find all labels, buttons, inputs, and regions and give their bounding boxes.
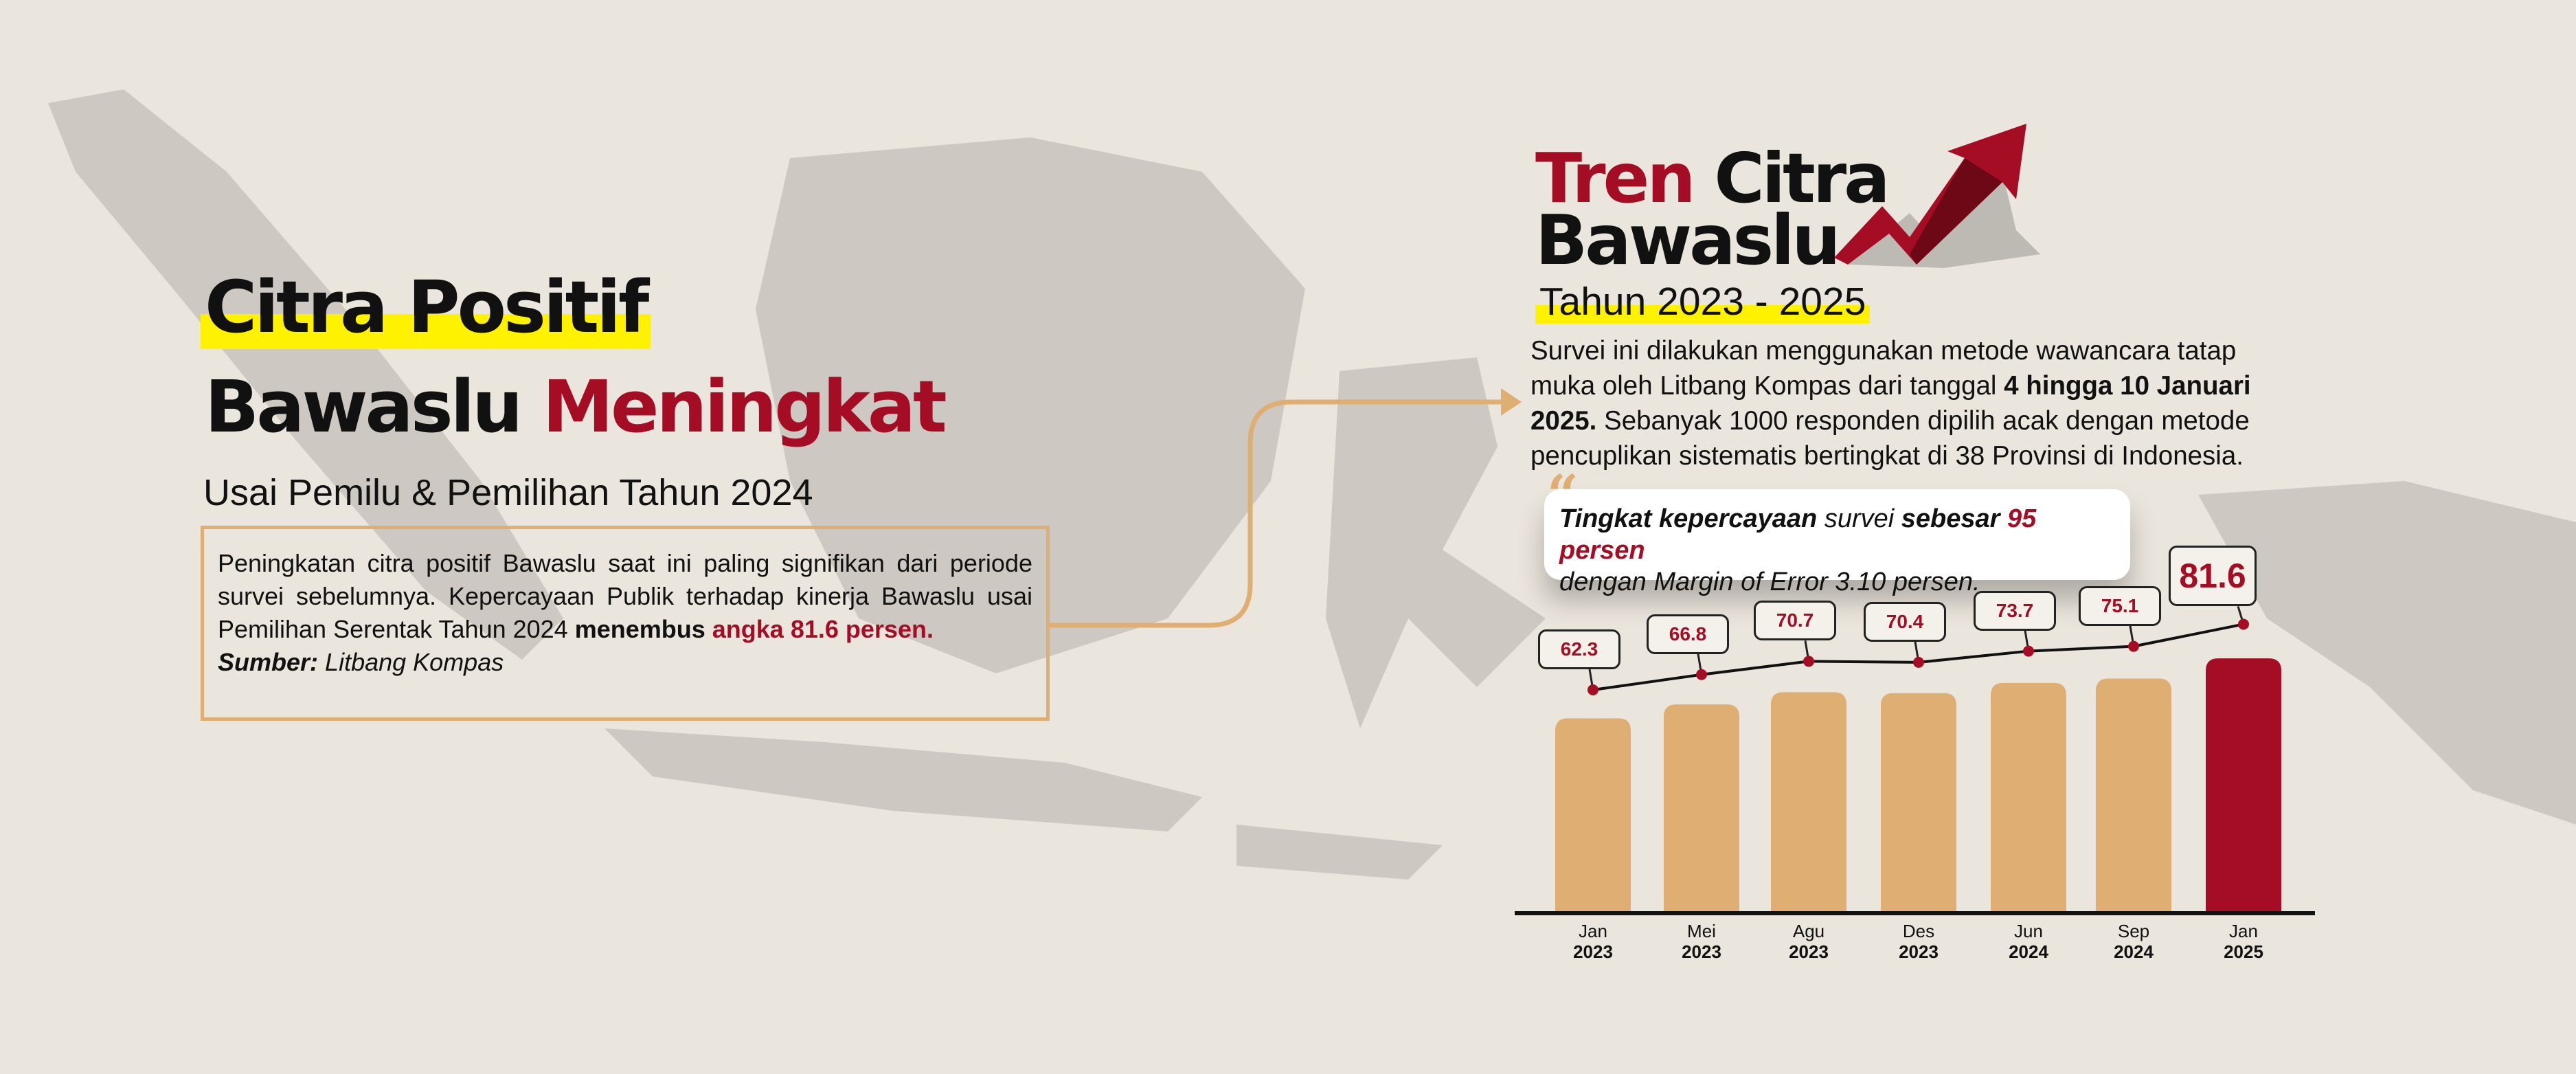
data-label: 70.4 [1864,601,1946,642]
data-label: 66.8 [1647,614,1729,654]
tick-month: Jun [2014,921,2043,941]
tick-year: 2023 [1789,941,1829,962]
data-point [1696,669,1707,680]
title-line-1: Citra Positif [201,265,651,349]
x-tick-label: Jun 2024 [1980,921,2077,962]
bar [1664,704,1739,912]
data-point [2238,618,2249,630]
chart-title-line-2: Bawaslu [1535,200,1841,280]
title-line-2: Bawaslu Meningkat [205,365,947,449]
data-point [2023,645,2034,657]
tick-month: Agu [1792,921,1825,941]
tick-month: Mei [1687,921,1716,941]
data-point [1913,656,1924,668]
chart-title-line-1: Tren Citra [1535,138,1890,219]
tick-year: 2025 [2224,941,2263,962]
x-tick-label: Mei 2023 [1653,921,1750,962]
period-label: Tahun 2023 - 2025 [1535,279,1871,324]
trending-up-arrow-icon [1834,124,2040,268]
data-label: 62.3 [1538,629,1620,669]
data-label: 73.7 [1974,590,2056,631]
subtitle: Usai Pemilu & Pemilihan Tahun 2024 [203,472,813,513]
bar [1881,693,1956,912]
tick-year: 2023 [1899,941,1939,962]
bar [1771,692,1846,912]
tick-year: 2023 [1573,941,1613,962]
bar [1991,682,2066,912]
tick-month: Des [1902,921,1935,941]
tick-month: Jan [1579,921,1607,941]
bar [2206,658,2281,912]
data-label: 75.1 [2079,585,2161,626]
x-tick-label: Agu 2023 [1761,921,1857,962]
x-tick-label: Jan 2023 [1545,921,1641,962]
tick-month: Jan [2229,921,2258,941]
data-label: 70.7 [1754,601,1836,641]
tick-year: 2023 [1682,941,1721,962]
confidence-quote-box: Tingkat kepercayaan survei sebesar 95 pe… [1544,489,2130,596]
data-point [1588,684,1598,695]
data-point [2128,640,2139,652]
tick-month: Sep [2117,921,2150,941]
bar [2096,678,2171,912]
x-tick-label: Des 2023 [1871,921,1967,962]
tick-year: 2024 [2009,941,2048,962]
bar [1555,718,1631,912]
tick-year: 2024 [2114,941,2154,962]
x-tick-label: Sep 2024 [2086,921,2182,962]
survey-description: Survei ini dilakukan menggunakan metode … [1530,336,2251,471]
summary-box: Peningkatan citra positif Bawaslu saat i… [201,526,1050,721]
data-point [1803,656,1814,667]
x-tick-label: Jan 2025 [2195,921,2292,962]
data-label: 81.6 [2169,546,2257,607]
